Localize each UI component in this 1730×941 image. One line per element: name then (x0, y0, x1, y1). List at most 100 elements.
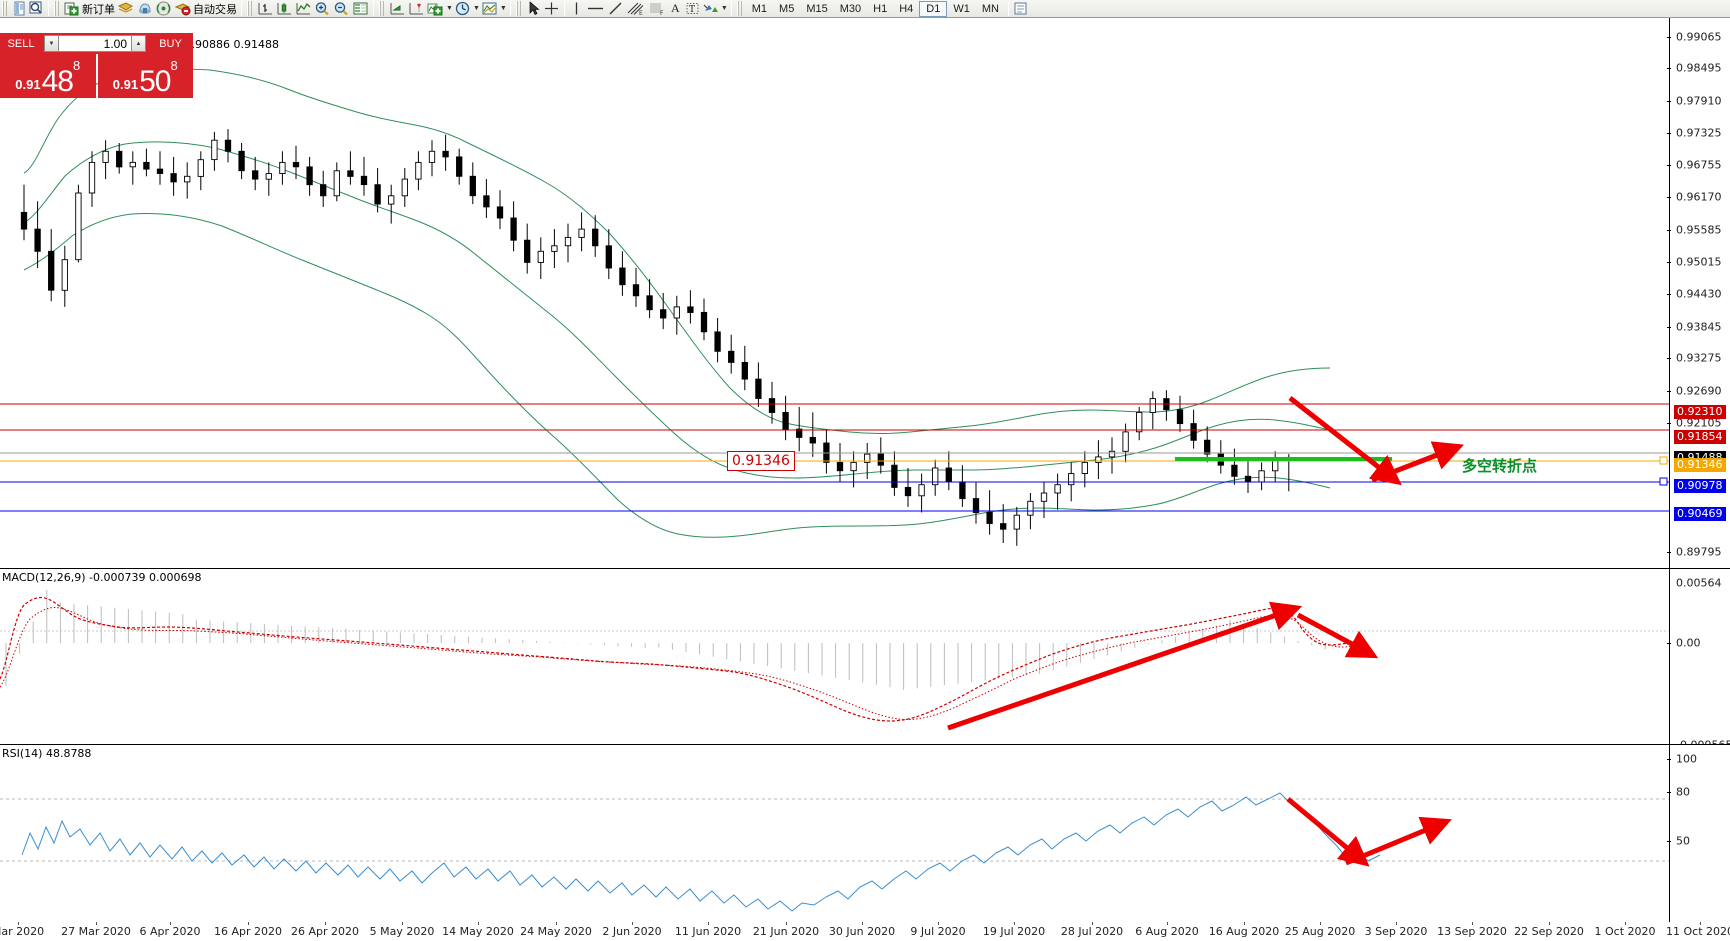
sell-price-display[interactable]: 0.91 48 8 (0, 54, 96, 98)
time-axis-tick (1472, 922, 1473, 925)
timeframe-m1[interactable]: M1 (751, 2, 768, 15)
vertical-line-icon[interactable] (568, 1, 585, 17)
time-axis-label: 25 Aug 2020 (1284, 925, 1356, 938)
chart-canvas-area[interactable]: USDCHF-,Daily 0.90903 0.91539 0.90886 0.… (0, 18, 1730, 941)
price-scale[interactable]: 0.99065 0.98495 0.97910 0.97325 0.96755 0.961… (1667, 18, 1730, 568)
price-annotation-box: 0.91346 (727, 451, 795, 471)
autotrading-icon[interactable] (173, 1, 192, 17)
toolbar-grip[interactable] (736, 1, 744, 16)
volume-increment-button[interactable]: ▲ (131, 35, 146, 52)
document-icon[interactable] (11, 1, 28, 17)
signal-icon[interactable] (154, 1, 173, 17)
toolbar-separator (509, 1, 511, 16)
new-order-icon[interactable] (63, 1, 81, 17)
timeframe-m15[interactable]: M15 (806, 2, 828, 15)
shapes-icon[interactable] (701, 1, 720, 17)
buy-price-display[interactable]: 0.91 50 8 (97, 54, 193, 98)
bar-chart-icon[interactable] (256, 1, 275, 17)
toolbar-grip[interactable] (2, 1, 9, 16)
macd-pane[interactable]: MACD(12,26,9) -0.000739 0.000698 (0, 568, 1730, 752)
zoom-in-icon[interactable] (313, 1, 332, 17)
toolbar-grip[interactable] (379, 1, 386, 16)
time-axis-label: 22 Sep 2020 (1514, 925, 1584, 938)
timeframe-h4[interactable]: H4 (899, 2, 914, 15)
new-order-label[interactable]: 新订单 (82, 2, 115, 16)
candlestick-chart-icon[interactable] (275, 1, 294, 17)
sell-button[interactable]: SELL (0, 33, 42, 54)
time-axis-tick (96, 922, 97, 925)
price-scale-label: 0.96755 (1676, 158, 1722, 172)
line-chart-icon[interactable] (294, 1, 313, 17)
price-scale-label: 0.97325 (1676, 126, 1722, 140)
toolbar-grip[interactable] (247, 1, 254, 16)
cursor-icon[interactable] (525, 1, 542, 17)
equidistant-channel-icon[interactable]: E (625, 1, 646, 17)
macd-scale-label: 0.00564 (1676, 576, 1722, 590)
price-scale-label: 0.99065 (1676, 30, 1722, 44)
rsi-plot[interactable] (0, 759, 1669, 923)
one-click-trading-panel[interactable]: SELL ▼ 1.00 ▲ BUY 0.91 48 8 0.91 50 8 (0, 33, 193, 98)
horizontal-line-icon[interactable] (585, 1, 606, 17)
macd-downtrend-arrow (1296, 612, 1379, 659)
price-level-tag-0.92310[interactable]: 0.92310 (1674, 404, 1726, 419)
time-axis-label: 24 May 2020 (520, 925, 592, 938)
price-scale-tick (1667, 358, 1671, 360)
price-plot[interactable]: 0.91346 多空转折点 (0, 18, 1669, 568)
expert-advisor-icon[interactable] (116, 1, 135, 17)
price-scale-label: 0.96170 (1676, 190, 1722, 204)
rsi-scale[interactable]: 100 80 50 (1667, 745, 1730, 923)
price-scale-tick (1667, 261, 1671, 263)
macd-plot[interactable] (0, 583, 1669, 745)
period-clock-icon[interactable] (453, 1, 472, 17)
time-axis-label: 11 Oct 2020 (1665, 925, 1730, 938)
chart-shift-icon[interactable] (407, 1, 426, 17)
timeframe-mn[interactable]: MN (981, 2, 999, 15)
toolbar-separator (1007, 1, 1009, 16)
volume-decrement-button[interactable]: ▼ (44, 35, 59, 52)
timeframe-w1[interactable]: W1 (953, 2, 970, 15)
templates-chevron-down-icon[interactable]: ▼ (499, 5, 507, 12)
volume-input[interactable]: 1.00 (59, 35, 131, 52)
toolbar-grip[interactable] (54, 1, 61, 16)
text-label-icon[interactable]: T (684, 1, 701, 17)
text-icon[interactable]: A (670, 1, 680, 15)
autotrading-label[interactable]: 自动交易 (193, 2, 237, 16)
metaeditor-icon[interactable] (135, 1, 154, 17)
indicators-chevron-down-icon[interactable]: ▼ (446, 5, 453, 12)
rsi-line (21, 792, 1381, 912)
period-chevron-down-icon[interactable]: ▼ (472, 5, 480, 12)
price-level-tag-0.90978[interactable]: 0.90978 (1674, 478, 1726, 493)
time-axis-tick (1700, 922, 1701, 925)
toolbar-grip[interactable] (515, 1, 523, 16)
timeframe-m30[interactable]: M30 (839, 2, 862, 15)
price-level-tag-0.91854[interactable]: 0.91854 (1674, 430, 1726, 445)
timeframe-m5[interactable]: M5 (779, 2, 795, 15)
timeframe-d1[interactable]: D1 (919, 0, 948, 17)
rsi-uptrend-arrow (1345, 816, 1452, 866)
data-window-icon[interactable] (351, 1, 370, 17)
macd-histogram (5, 589, 1326, 690)
templates-icon[interactable] (480, 1, 499, 17)
time-axis[interactable]: Mar 2020 27 Mar 2020 6 Apr 2020 16 Apr 2020… (0, 922, 1730, 941)
shapes-chevron-down-icon[interactable]: ▼ (720, 5, 728, 12)
time-axis-tick (402, 922, 403, 925)
properties-icon[interactable] (1012, 1, 1029, 17)
toolbar-separator (241, 1, 242, 16)
time-axis-label: 16 Aug 2020 (1208, 925, 1280, 938)
price-level-tag-0.90469[interactable]: 0.90469 (1674, 507, 1726, 522)
magnifier-data-icon[interactable] (28, 1, 45, 17)
buy-button[interactable]: BUY (148, 33, 193, 54)
volume-stepper[interactable]: ▼ 1.00 ▲ (42, 33, 148, 54)
timeframe-h1[interactable]: H1 (873, 2, 888, 15)
price-pane[interactable]: 0.91346 多空转折点 0.99065 0.98495 0.97910 0.973… (0, 18, 1730, 568)
auto-scroll-icon[interactable] (388, 1, 407, 17)
fibonacci-icon[interactable]: F (646, 1, 667, 17)
zoom-out-icon[interactable] (332, 1, 351, 17)
rsi-pane[interactable]: RSI(14) 48.8788 100 80 50 (0, 744, 1730, 923)
crosshair-icon[interactable] (542, 1, 561, 17)
rsi-scale-tick (1667, 791, 1671, 793)
indicators-icon[interactable] (426, 1, 445, 17)
trendline-icon[interactable] (606, 1, 625, 17)
price-level-tag-0.91346[interactable]: 0.91346 (1674, 458, 1726, 473)
